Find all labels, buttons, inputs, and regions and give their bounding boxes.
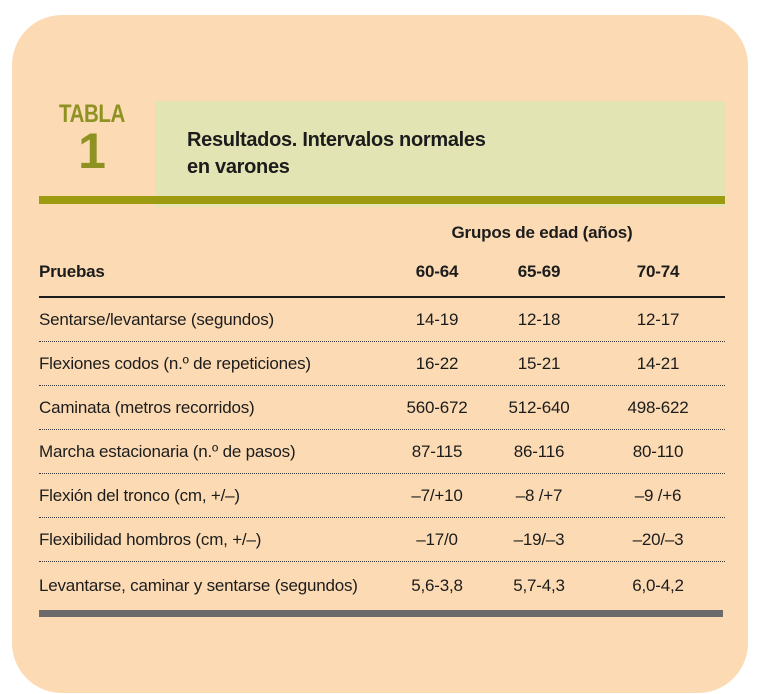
column-header-tests: Pruebas [39, 262, 105, 281]
row-value: 5,6-3,8 [411, 576, 463, 595]
column-header-row: Pruebas 60-64 65-69 70-74 [39, 248, 725, 298]
row-value: 87-115 [411, 441, 463, 461]
row-value: –19/–3 [513, 529, 565, 549]
row-value: –17/0 [416, 529, 458, 549]
row-value: 16-22 [415, 353, 459, 373]
row-value: 80-110 [632, 441, 684, 461]
age-groups-header: Grupos de edad (años) [451, 223, 633, 242]
column-header-age-70-74: 70-74 [636, 262, 680, 281]
column-header-age-65-69: 65-69 [517, 262, 561, 281]
row-value: 6,0-4,2 [632, 576, 684, 595]
table-row: Flexiones codos (n.º de repeticiones) 16… [39, 342, 725, 386]
row-value: 86-116 [513, 441, 565, 461]
row-value: 15-21 [517, 353, 561, 373]
row-label: Flexiones codos (n.º de repeticiones) [39, 353, 311, 373]
table-card: TABLA 1 Resultados. Intervalos normales … [12, 15, 748, 693]
row-value: 12-18 [517, 309, 561, 329]
row-label: Flexión del tronco (cm, +/–) [39, 485, 240, 505]
row-label: Levantarse, caminar y sentarse (segundos… [39, 576, 358, 595]
table-title-line2: en varones [187, 156, 290, 178]
olive-divider-bar [39, 196, 725, 204]
row-value: 512-640 [508, 397, 570, 417]
table-row: Flexibilidad hombros (cm, +/–) –17/0 –19… [39, 518, 725, 562]
row-value: –9 /+6 [634, 485, 682, 505]
row-value: 14-21 [636, 353, 680, 373]
row-value: 498-622 [627, 397, 689, 417]
row-value: 560-672 [406, 397, 468, 417]
row-label: Sentarse/levantarse (segundos) [39, 309, 274, 329]
row-value: –20/–3 [632, 529, 684, 549]
table-number-block: TABLA 1 [36, 100, 148, 179]
row-value: 14-19 [415, 309, 459, 329]
row-label: Marcha estacionaria (n.º de pasos) [39, 441, 296, 461]
column-header-age-60-64: 60-64 [415, 262, 459, 281]
table-title-line1: Resultados. Intervalos normales [187, 129, 486, 151]
table-bottom-bar [39, 610, 723, 617]
age-groups-header-row: Grupos de edad (años) [39, 218, 725, 248]
row-label: Caminata (metros recorridos) [39, 397, 255, 417]
row-label: Flexibilidad hombros (cm, +/–) [39, 529, 262, 549]
table-row: Levantarse, caminar y sentarse (segundos… [39, 562, 725, 610]
table-row: Marcha estacionaria (n.º de pasos) 87-11… [39, 430, 725, 474]
table-label-number: 1 [78, 123, 106, 179]
results-table: Grupos de edad (años) Pruebas 60-64 65-6… [39, 218, 725, 617]
row-value: –8 /+7 [515, 485, 563, 505]
table-row: Caminata (metros recorridos) 560-672 512… [39, 386, 725, 430]
row-value: 5,7-4,3 [513, 576, 565, 595]
row-value: 12-17 [636, 309, 680, 329]
row-value: –7/+10 [411, 485, 463, 505]
table-row: Sentarse/levantarse (segundos) 14-19 12-… [39, 298, 725, 342]
table-label-word: TABLA [59, 100, 125, 128]
table-row: Flexión del tronco (cm, +/–) –7/+10 –8 /… [39, 474, 725, 518]
table-title-box: Resultados. Intervalos normales en varon… [155, 101, 725, 207]
